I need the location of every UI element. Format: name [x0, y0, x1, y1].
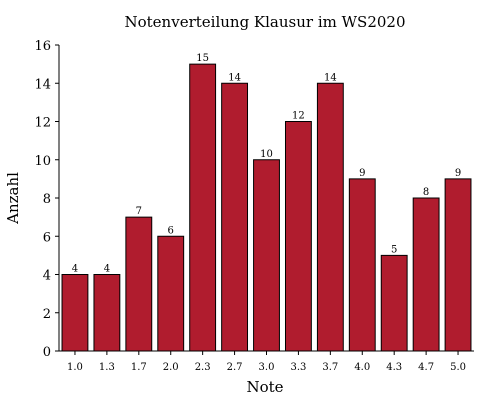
x-tick-label-1.7: 1.7: [131, 362, 147, 373]
x-tick-label-3.0: 3.0: [259, 362, 275, 373]
bar-1.7: [125, 216, 153, 352]
x-tick-label-3.7: 3.7: [322, 362, 338, 373]
bar-1.3: [93, 274, 121, 352]
x-axis-label: Note: [246, 378, 283, 396]
bar-2.7: [221, 82, 249, 352]
x-tick-label-4.0: 4.0: [354, 362, 370, 373]
plot-area: 4 1.0 4 1.3 7 1.7 6 2.0 15 2.3 14 2.7 10 3.0 12 3.3 14 3.…: [34, 39, 474, 373]
bar-4.0: [348, 178, 376, 352]
y-tick-label-6: 6: [43, 230, 51, 245]
data-label-5.0: 9: [455, 168, 461, 179]
y-tick-label-0: 0: [43, 345, 51, 360]
data-label-1.7: 7: [136, 206, 142, 217]
x-tick-label-4.3: 4.3: [386, 362, 402, 373]
x-tick-label-1.3: 1.3: [99, 362, 115, 373]
data-label-3.0: 10: [260, 149, 273, 160]
x-tick-label-2.0: 2.0: [163, 362, 179, 373]
y-tick-label-2: 2: [43, 307, 51, 322]
x-tick-label-3.3: 3.3: [290, 362, 306, 373]
bar-3.3: [284, 121, 312, 352]
data-label-4.0: 9: [359, 168, 365, 179]
data-label-3.7: 14: [324, 72, 337, 83]
y-tick-label-16: 16: [34, 39, 51, 54]
bar-2.3: [189, 63, 217, 352]
y-tick-label-4: 4: [43, 269, 51, 284]
x-tick-label-2.7: 2.7: [227, 362, 243, 373]
x-tick-label-4.7: 4.7: [418, 362, 434, 373]
data-label-3.3: 12: [292, 111, 305, 122]
data-label-1.3: 4: [104, 264, 110, 275]
bar-4.7: [412, 197, 440, 352]
bar-2.0: [157, 235, 185, 352]
y-tick-label-14: 14: [34, 77, 51, 92]
y-tick-label-10: 10: [34, 154, 51, 169]
data-label-2.0: 6: [168, 225, 174, 236]
y-tick-label-12: 12: [34, 116, 51, 131]
y-axis-label: Anzahl: [4, 172, 22, 225]
x-tick-label-2.3: 2.3: [195, 362, 211, 373]
y-tick-label-8: 8: [43, 192, 51, 207]
x-tick-label-1.0: 1.0: [67, 362, 83, 373]
bar-4.3: [380, 254, 408, 352]
data-label-4.3: 5: [391, 244, 397, 255]
bar-3.0: [253, 159, 280, 352]
bar-5.0: [444, 178, 472, 352]
x-tick-label-5.0: 5.0: [450, 362, 466, 373]
data-label-1.0: 4: [72, 264, 78, 275]
bar-3.7: [316, 82, 344, 352]
data-label-4.7: 8: [423, 187, 429, 198]
data-label-2.3: 15: [196, 53, 209, 64]
bar-1.0: [61, 274, 89, 352]
data-label-2.7: 14: [228, 72, 241, 83]
chart-title: Notenverteilung Klausur im WS2020: [125, 13, 406, 31]
